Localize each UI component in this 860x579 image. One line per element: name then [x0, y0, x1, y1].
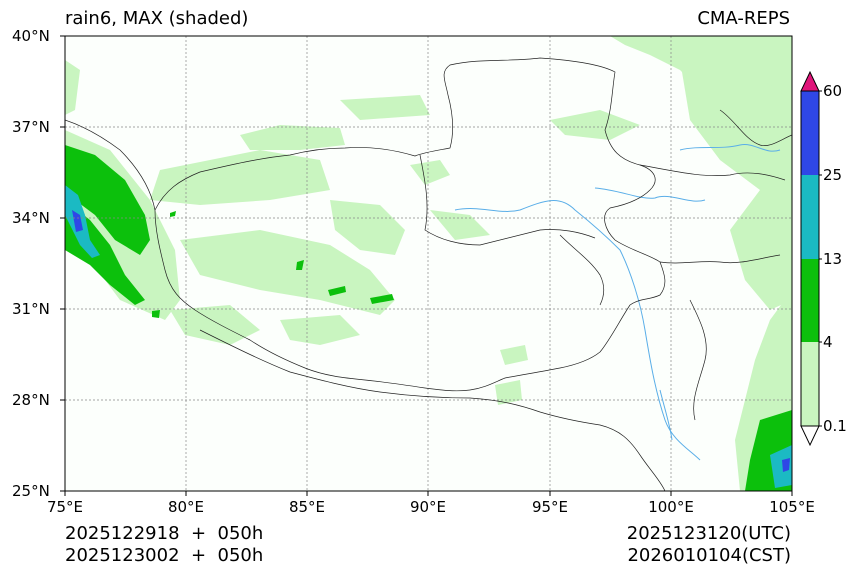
colorbar-extend-top	[800, 70, 820, 92]
colorbar-band-4-13	[801, 259, 819, 342]
precipitation-shading	[65, 36, 792, 491]
model-name: CMA-REPS	[697, 8, 790, 29]
map-background	[65, 36, 792, 491]
very-heavy-rain-areas	[72, 210, 790, 472]
lon-tick-label: 105°E	[769, 498, 815, 516]
lat-tick-label: 37°N	[12, 118, 50, 136]
lat-tick-label: 40°N	[12, 27, 50, 45]
colorbar-label: 60	[823, 82, 843, 100]
init-cst: 2025123002 + 050h	[65, 545, 264, 566]
colorbar-band-25-60	[801, 91, 819, 175]
rivers	[454, 144, 781, 461]
map-title: rain6, MAX (shaded)	[65, 8, 249, 29]
colorbar-label: 0.1	[823, 417, 847, 435]
valid-utc: 2025123120(UTC)	[626, 523, 791, 544]
valid-cst: 2026010104(CST)	[627, 545, 791, 566]
colorbar-band-0.1-4	[801, 342, 819, 426]
init-time-block: 2025122918 + 050h 2025123002 + 050h	[65, 523, 263, 567]
colorbar-label: 4	[823, 333, 833, 351]
init-utc: 2025122918 + 050h	[65, 523, 264, 544]
lat-tick-label: 31°N	[12, 300, 50, 318]
valid-time-block: 2025123120(UTC) 2026010104(CST)	[627, 523, 791, 567]
colorbar	[800, 70, 822, 447]
colorbar-label: 25	[823, 166, 843, 184]
axis-ticks	[60, 35, 793, 496]
borders	[65, 57, 792, 491]
lon-tick-label: 90°E	[409, 498, 447, 516]
colorbar-extend-bottom	[800, 425, 820, 447]
lon-tick-label: 75°E	[46, 498, 84, 516]
colorbar-band-13-25	[801, 175, 819, 259]
lon-tick-label: 85°E	[288, 498, 326, 516]
lon-tick-label: 80°E	[167, 498, 205, 516]
lon-tick-label: 100°E	[648, 498, 694, 516]
heavy-rain-areas	[65, 185, 792, 488]
gridlines	[65, 36, 792, 491]
lat-tick-label: 34°N	[12, 209, 50, 227]
colorbar-label: 13	[823, 250, 843, 268]
lat-tick-label: 25°N	[12, 482, 50, 500]
lon-tick-label: 95°E	[531, 498, 569, 516]
lat-tick-label: 28°N	[12, 391, 50, 409]
